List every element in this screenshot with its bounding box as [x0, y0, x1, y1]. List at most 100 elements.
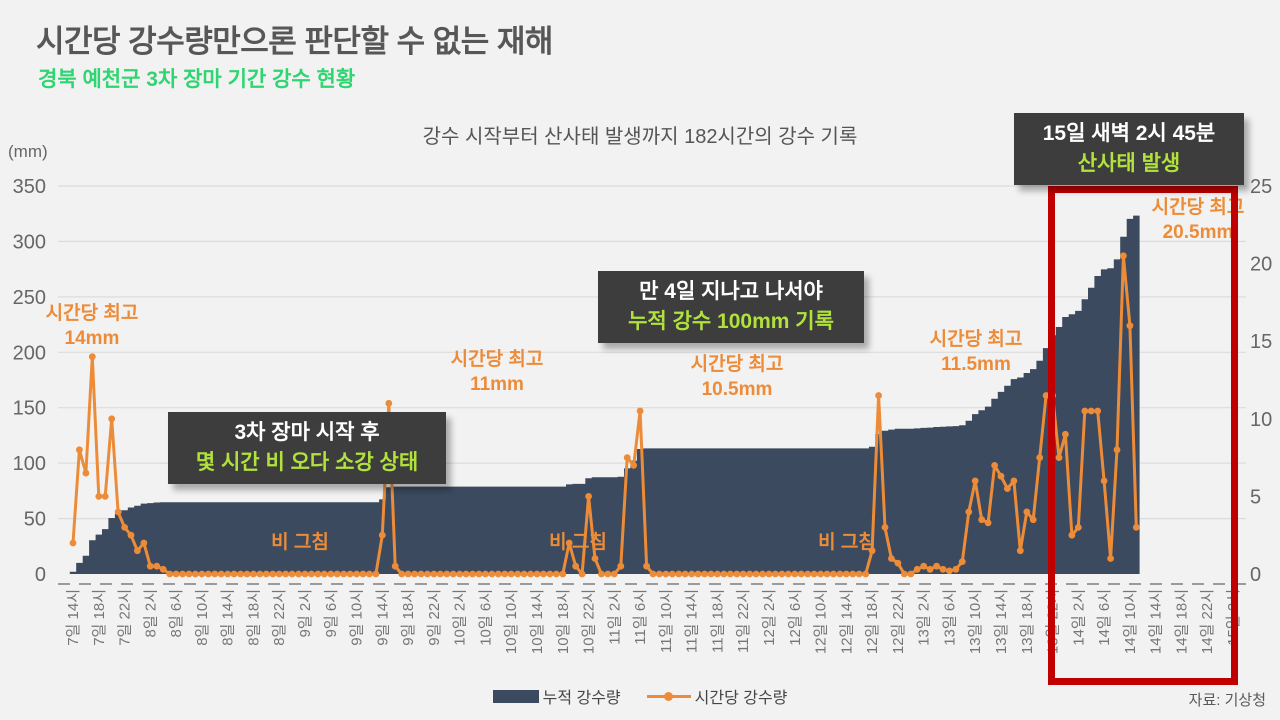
- right-tick-label: 25: [1250, 176, 1272, 198]
- data-point-marker: [327, 570, 335, 578]
- data-point-marker: [1087, 407, 1095, 415]
- data-point-marker: [308, 570, 315, 578]
- data-point-marker: [449, 570, 457, 578]
- data-point-marker: [746, 570, 754, 578]
- data-point-marker: [617, 562, 625, 570]
- cumulative-area: [69, 215, 1140, 574]
- data-point-marker: [810, 570, 818, 578]
- x-tick-label: 14일 22시: [1199, 589, 1216, 654]
- data-point-marker: [830, 570, 837, 578]
- data-point-marker: [514, 570, 522, 578]
- rain-stop-label-2: 비 그침: [549, 532, 607, 553]
- data-point-marker: [823, 570, 831, 578]
- hourly-line-markers: [69, 252, 1140, 578]
- data-point-marker: [436, 570, 444, 578]
- x-axis-labels: 7일 14시 7일 18시 7일 22시 8일 2시 8일 6시 8일 10시 8일 14시…: [65, 589, 1242, 654]
- data-point-marker: [198, 570, 206, 578]
- data-point-marker: [862, 570, 870, 578]
- data-point-marker: [192, 570, 199, 578]
- data-point-marker: [179, 570, 187, 578]
- left-tick-label: 100: [13, 453, 46, 475]
- x-tick-label: 12일 22시: [890, 589, 907, 654]
- data-point-marker: [1126, 322, 1134, 330]
- data-point-marker: [340, 570, 348, 578]
- data-point-marker: [288, 570, 296, 578]
- x-tick-label: 12일 2시: [761, 589, 778, 646]
- chart-title: 강수 시작부터 산사태 발생까지 182시간의 강수 기록: [422, 126, 858, 148]
- data-point-marker: [784, 570, 792, 578]
- data-point-marker: [1004, 485, 1011, 492]
- data-point-marker: [630, 462, 638, 469]
- data-point-marker: [559, 570, 567, 578]
- data-point-marker: [913, 565, 921, 573]
- data-point-marker: [333, 570, 341, 578]
- x-tick-label: 14일 14시: [1148, 589, 1165, 654]
- data-point-marker: [372, 570, 380, 578]
- x-tick-label: 7일 18시: [91, 589, 108, 646]
- x-tick-label: 8일 18시: [245, 589, 262, 646]
- x-tick-label: 9일 22시: [426, 589, 443, 646]
- rain-stop-label-1: 비 그침: [271, 532, 329, 553]
- data-point-marker: [997, 472, 1005, 480]
- x-tick-label: 8일 6시: [168, 589, 185, 637]
- data-point-marker: [900, 570, 908, 578]
- data-point-marker: [140, 539, 148, 547]
- data-point-marker: [1042, 392, 1050, 399]
- data-point-marker: [578, 570, 586, 578]
- data-point-marker: [417, 570, 425, 578]
- data-point-marker: [817, 570, 824, 578]
- data-point-marker: [1062, 430, 1069, 438]
- x-tick-label: 9일 10시: [349, 589, 366, 646]
- data-point-marker: [707, 570, 715, 578]
- data-point-marker: [598, 570, 605, 578]
- data-point-marker: [1100, 477, 1108, 485]
- data-point-marker: [1023, 508, 1031, 516]
- data-point-marker: [842, 570, 850, 578]
- x-tick-label: 10일 10시: [503, 589, 520, 654]
- callout-landslide: 15일 새벽 2시 45분 산사태 발생: [1014, 113, 1244, 185]
- data-point-marker: [540, 570, 547, 578]
- data-point-marker: [778, 570, 786, 578]
- legend-item-hourly: 시간당 강수량: [646, 684, 787, 708]
- data-point-marker: [1029, 516, 1037, 524]
- data-point-marker: [688, 570, 696, 578]
- data-point-marker: [926, 565, 934, 573]
- data-point-marker: [546, 570, 554, 578]
- data-point-marker: [353, 570, 360, 578]
- rain-stop-label-3: 비 그침: [818, 532, 876, 553]
- x-tick-label: 9일 2시: [297, 589, 314, 637]
- x-tick-label: 11일 14시: [684, 589, 701, 653]
- legend-label-cumulative: 누적 강수량: [542, 690, 621, 707]
- data-point-marker: [404, 570, 412, 578]
- x-tick-label: 11일 22시: [735, 589, 752, 653]
- data-point-marker: [346, 570, 354, 578]
- data-point-marker: [572, 562, 580, 570]
- data-point-marker: [804, 570, 812, 578]
- x-tick-label: 9일 14시: [374, 589, 391, 646]
- data-point-marker: [295, 570, 302, 578]
- x-tick-label: 9일 18시: [400, 589, 417, 646]
- left-tick-label: 50: [24, 509, 46, 531]
- data-point-marker: [69, 539, 77, 547]
- data-point-marker: [301, 570, 309, 578]
- x-tick-label: 8일 22시: [271, 589, 288, 646]
- right-tick-label: 10: [1250, 409, 1272, 431]
- data-point-marker: [114, 508, 122, 516]
- data-point-marker: [320, 570, 328, 578]
- data-point-marker: [282, 570, 290, 578]
- x-tick-label: 14일 10시: [1122, 589, 1139, 654]
- peak-annotation-11-5mm: 시간당 최고 11.5mm: [929, 329, 1023, 375]
- data-point-marker: [507, 570, 515, 578]
- data-point-marker: [636, 407, 644, 415]
- x-tick-label: 10일 22시: [581, 589, 598, 654]
- data-point-marker: [984, 519, 992, 527]
- data-point-marker: [978, 516, 986, 524]
- callout-100mm: 만 4일 지나고 나서야 누적 강수 100mm 기록: [598, 271, 864, 343]
- data-point-marker: [269, 570, 277, 578]
- data-point-marker: [733, 570, 741, 578]
- left-tick-label: 200: [13, 342, 46, 364]
- data-point-marker: [952, 565, 960, 573]
- data-point-marker: [675, 570, 683, 578]
- data-point-marker: [366, 570, 373, 578]
- data-point-marker: [185, 570, 193, 578]
